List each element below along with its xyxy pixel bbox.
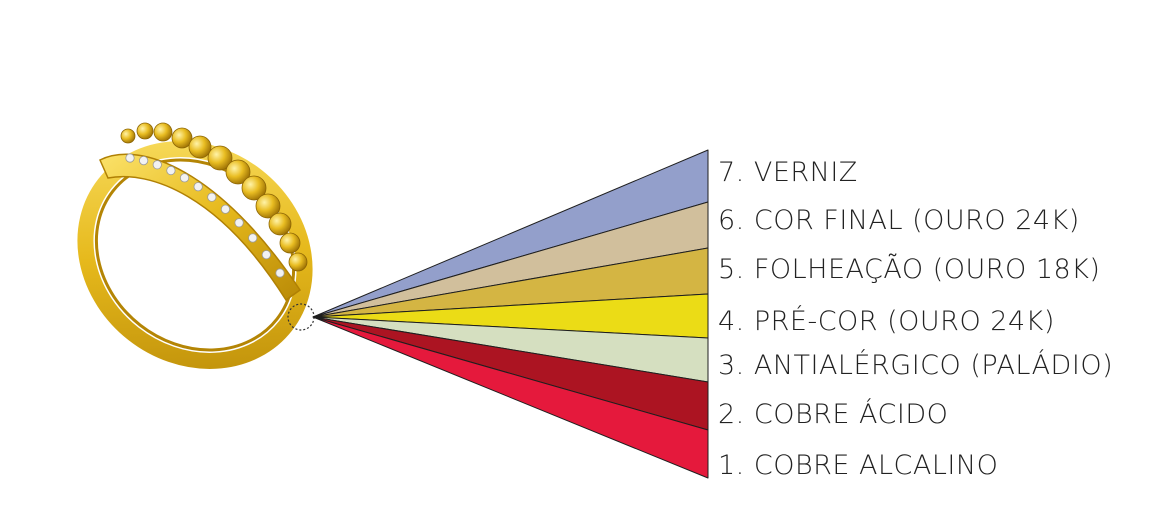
ring-stone xyxy=(234,218,244,228)
layer-label-6: 6. COR FINAL (OURO 24K) xyxy=(718,205,1080,236)
ring-bead xyxy=(288,252,308,272)
gold-ring-image xyxy=(77,122,315,369)
ring-bead xyxy=(279,232,301,254)
ring-bead xyxy=(153,122,173,142)
ring-bead xyxy=(207,145,233,171)
layer-label-4: 4. PRÉ-COR (OURO 24K) xyxy=(718,306,1055,337)
ring-stone xyxy=(152,160,162,170)
ring-bead xyxy=(225,159,251,185)
ring-stone xyxy=(179,173,190,183)
ring-bead-row xyxy=(120,122,308,272)
ring-bead xyxy=(268,212,292,236)
ring-bead xyxy=(136,122,154,140)
ring-stone xyxy=(248,233,258,243)
ring-stone xyxy=(220,204,231,214)
ring-stone xyxy=(125,153,135,163)
ring-stone xyxy=(139,156,149,166)
layer-label-3: 3. ANTIALÉRGICO (PALÁDIO) xyxy=(718,350,1114,381)
ring-bead xyxy=(241,175,267,201)
ring-stone-row xyxy=(125,153,285,278)
layer-label-7: 7. VERNIZ xyxy=(718,157,858,188)
ring-bead xyxy=(120,128,136,144)
layer-label-5: 5. FOLHEAÇÃO (OURO 18K) xyxy=(718,254,1101,285)
layer-wedge-1 xyxy=(312,316,709,479)
ring-bead xyxy=(188,135,212,159)
ring-stone xyxy=(207,192,217,202)
ring-shank-inner-edge xyxy=(94,158,296,352)
ring-stone xyxy=(193,182,203,192)
layer-label-1: 1. COBRE ALCALINO xyxy=(718,450,999,481)
ring-stone xyxy=(261,250,271,260)
ring-bead xyxy=(171,127,193,149)
layer-wedges xyxy=(312,149,709,479)
layer-label-2: 2. COBRE ÁCIDO xyxy=(718,399,949,430)
ring-bead xyxy=(255,193,281,219)
ring-stone xyxy=(166,165,176,176)
ring-stone xyxy=(275,268,285,278)
